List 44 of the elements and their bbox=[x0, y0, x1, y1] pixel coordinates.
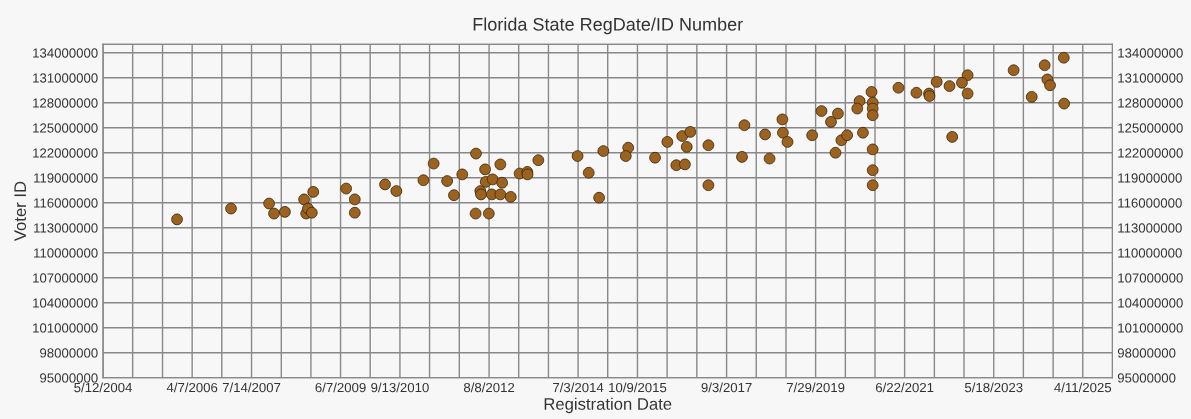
x-tick-label: 8/8/2012 bbox=[463, 382, 515, 393]
x-tick-label: 6/22/2021 bbox=[875, 382, 934, 393]
y-tick-label: 119000000 bbox=[34, 173, 98, 183]
x-tick-label: 9/3/2017 bbox=[701, 382, 752, 393]
y2-tick-label: 113000000 bbox=[1118, 223, 1182, 233]
y-tick-label: 113000000 bbox=[34, 223, 98, 233]
y2-tick-label: 107000000 bbox=[1118, 273, 1183, 283]
y-tick-label: 110000000 bbox=[34, 248, 98, 258]
x-tick-label: 6/7/2009 bbox=[315, 382, 366, 393]
y-tick-label: 131000000 bbox=[33, 73, 98, 83]
y2-tick-label: 95000000 bbox=[1117, 373, 1176, 383]
y-tick-label: 101000000 bbox=[33, 323, 98, 333]
y-tick-label: 122000000 bbox=[33, 148, 98, 158]
y2-tick-label: 110000000 bbox=[1118, 248, 1182, 258]
y-tick-label: 116000000 bbox=[34, 198, 98, 208]
y-tick-label: 128000000 bbox=[33, 98, 98, 108]
y-tick-label: 95000000 bbox=[40, 373, 98, 383]
y2-tick-label: 131000000 bbox=[1118, 73, 1183, 83]
x-tick-label: 4/11/2025 bbox=[1054, 382, 1112, 393]
y-axis-title: Voter ID bbox=[14, 181, 27, 242]
x-tick-label: 7/14/2007 bbox=[222, 382, 281, 393]
y-tick-label: 125000000 bbox=[33, 123, 98, 133]
y-tick-label: 107000000 bbox=[33, 273, 98, 283]
x-tick-label: 5/12/2004 bbox=[74, 382, 132, 393]
y-tick-label: 134000000 bbox=[33, 48, 98, 58]
y2-tick-label: 119000000 bbox=[1118, 173, 1182, 183]
x-tick-label: 7/3/2014 bbox=[553, 382, 604, 393]
y2-tick-label: 98000000 bbox=[1117, 348, 1176, 358]
y2-tick-label: 104000000 bbox=[1118, 298, 1183, 308]
y2-tick-label: 125000000 bbox=[1118, 123, 1183, 133]
x-tick-label: 7/29/2019 bbox=[786, 382, 845, 393]
x-tick-label: 10/9/2015 bbox=[609, 382, 667, 393]
y-tick-label: 104000000 bbox=[33, 298, 98, 308]
x-axis-title: Registration Date bbox=[544, 397, 672, 414]
y2-tick-label: 128000000 bbox=[1118, 98, 1183, 108]
y2-tick-label: 101000000 bbox=[1118, 323, 1183, 333]
y2-tick-label: 122000000 bbox=[1118, 148, 1183, 158]
y-tick-label: 98000000 bbox=[40, 348, 98, 358]
chart-title: Florida State RegDate/ID Number bbox=[473, 17, 743, 35]
y2-tick-label: 134000000 bbox=[1118, 48, 1183, 58]
x-tick-label: 4/7/2006 bbox=[166, 382, 218, 393]
x-tick-label: 5/18/2023 bbox=[964, 382, 1023, 393]
x-tick-label: 9/13/2010 bbox=[371, 382, 429, 393]
y2-tick-label: 116000000 bbox=[1118, 198, 1182, 208]
